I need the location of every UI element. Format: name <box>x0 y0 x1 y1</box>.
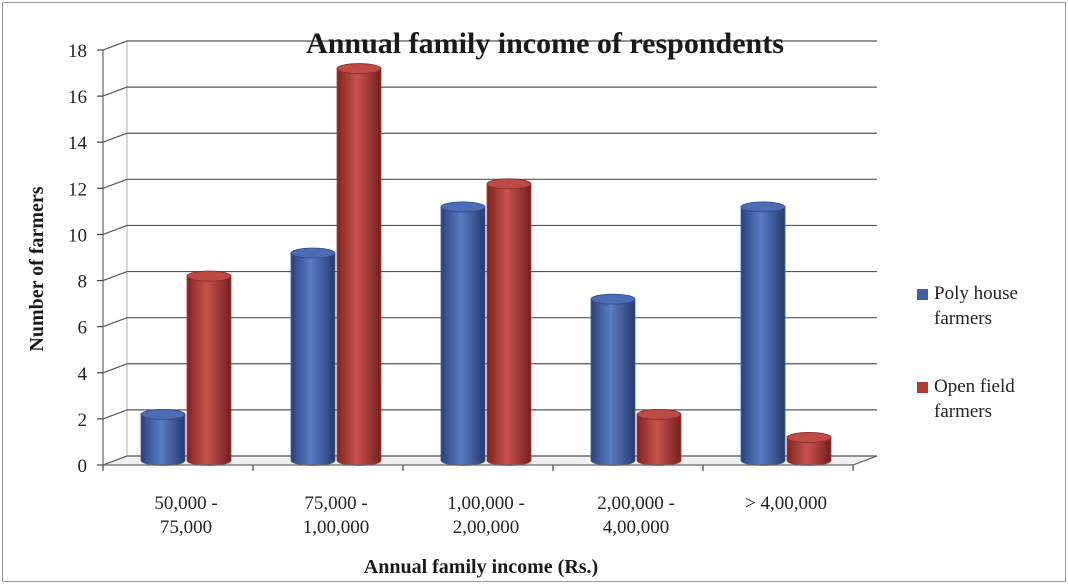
gridline-side-6 <box>102 178 128 189</box>
gridline-side-8 <box>102 86 128 97</box>
y-tick-label-9: 18 <box>68 41 87 62</box>
bar-s0-c2 <box>440 206 486 466</box>
bar-cap-s1-c1 <box>336 63 382 74</box>
bar-chart: 0 2 4 6 8 10 12 14 16 18 50,000 - 75,000 75,000 - 1,0… <box>26 27 1018 578</box>
bar-s0-c4 <box>740 206 786 466</box>
x-tick-label-line: 75,000 - <box>304 493 367 514</box>
x-tick-label-line: 75,000 <box>160 517 212 538</box>
bar-cap-s0-c3 <box>590 293 636 305</box>
bar-cap-s0-c1 <box>290 247 336 259</box>
bar-s1-c0 <box>186 275 232 466</box>
x-tick-label-line: 50,000 - <box>154 493 217 514</box>
legend-label-0: Poly house farmers <box>934 283 1018 329</box>
x-tick-label-line: > 4,00,000 <box>745 493 827 514</box>
bar-cap-s0-c0 <box>140 408 186 420</box>
bar-cap-s1-c4 <box>786 432 832 443</box>
bar-cap-s1-c2 <box>486 178 532 190</box>
x-tick-label-line: 1,00,000 - <box>447 493 525 514</box>
gridline-side-7 <box>102 132 128 143</box>
legend: Poly house farmers Open field farmers <box>917 283 1018 422</box>
bar-s0-c1 <box>290 252 336 466</box>
x-tick-label-line: 1,00,000 <box>303 517 370 538</box>
bar-cap-s0-c2 <box>440 201 486 213</box>
x-axis-title: Annual family income (Rs.) <box>364 556 598 578</box>
x-tick-label-line: 2,00,000 <box>453 517 520 538</box>
legend-swatch-0 <box>917 289 928 300</box>
axes <box>97 49 878 471</box>
gridline-side-1 <box>102 409 128 420</box>
gridline-side-9 <box>102 40 128 51</box>
x-tick-label-line: 4,00,000 <box>603 517 670 538</box>
legend-label-line: Poly house <box>934 283 1018 304</box>
floor-right-edge <box>852 455 878 466</box>
legend-label-line: farmers <box>934 308 992 329</box>
y-tick-label-7: 14 <box>68 133 88 154</box>
gridline-side-0 <box>102 455 128 466</box>
y-tick-label-5: 10 <box>68 225 87 246</box>
legend-label-line: Open field <box>934 376 1015 397</box>
bar-cap-s0-c4 <box>740 201 786 213</box>
bar-s1-c3 <box>636 413 682 466</box>
bar-cap-s1-c0 <box>186 270 232 282</box>
bars <box>140 63 832 466</box>
chart-title: Annual family income of respondents <box>306 27 784 60</box>
gridline-side-3 <box>102 317 128 328</box>
x-tick-label-3: 2,00,000 - 4,00,000 <box>597 493 675 538</box>
y-axis-title: Number of farmers <box>26 186 48 351</box>
bar-cap-s1-c3 <box>636 408 682 420</box>
x-tick-label-1: 75,000 - 1,00,000 <box>303 493 370 538</box>
legend-label-1: Open field farmers <box>934 376 1015 422</box>
y-tick-label-0: 0 <box>78 456 88 477</box>
gridline-side-4 <box>102 270 128 282</box>
gridline-side-2 <box>102 363 128 374</box>
bar-s1-c1 <box>336 68 382 466</box>
y-tick-label-3: 6 <box>78 318 88 339</box>
x-tick-label-0: 50,000 - 75,000 <box>154 493 217 538</box>
y-tick-label-1: 2 <box>78 410 88 431</box>
bar-s0-c0 <box>140 413 186 466</box>
legend-swatch-1 <box>917 382 928 393</box>
y-tick-label-2: 4 <box>78 364 88 385</box>
labels: 0 2 4 6 8 10 12 14 16 18 50,000 - 75,000 75,000 - 1,0… <box>68 41 827 538</box>
bar-s1-c2 <box>486 183 532 466</box>
x-tick-label-line: 2,00,000 - <box>597 493 675 514</box>
gridline-side-5 <box>102 224 128 236</box>
y-tick-label-6: 12 <box>68 179 87 200</box>
y-tick-label-4: 8 <box>78 272 88 293</box>
legend-label-line: farmers <box>934 401 992 422</box>
x-tick-label-2: 1,00,000 - 2,00,000 <box>447 493 525 538</box>
x-tick-label-4: > 4,00,000 <box>745 493 827 514</box>
bar-s0-c3 <box>590 298 636 466</box>
y-tick-label-8: 16 <box>68 87 87 108</box>
